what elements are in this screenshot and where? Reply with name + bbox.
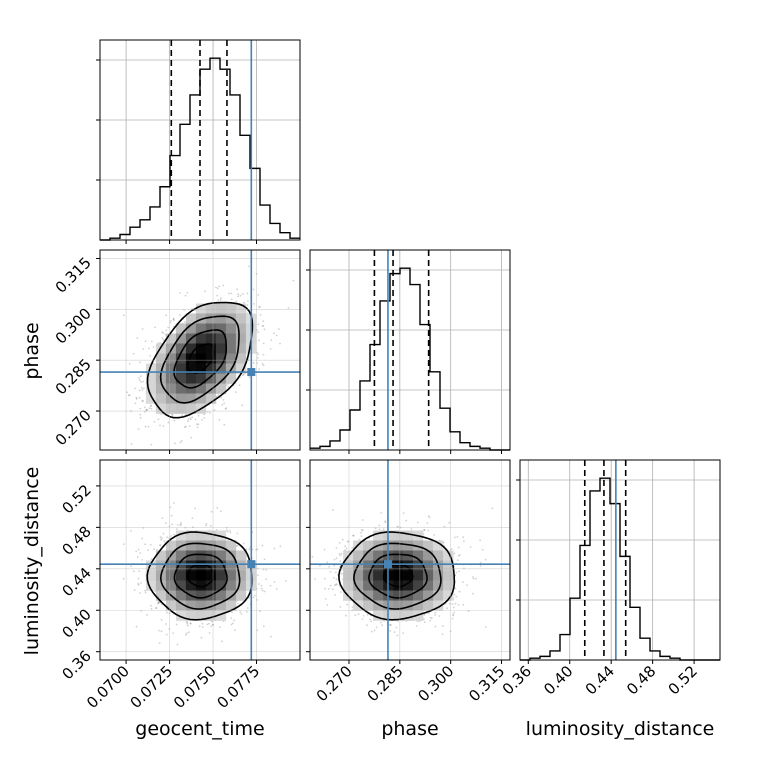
x-tick-label: 0.0750 — [170, 662, 220, 712]
y-tick-label: 0.315 — [52, 254, 95, 297]
y-tick-label: 0.285 — [52, 355, 95, 398]
truth-marker — [383, 560, 392, 569]
histogram-phase — [310, 267, 510, 451]
contour-line — [187, 564, 215, 588]
x-tick-label: 0.40 — [540, 662, 576, 698]
y-tick-label: 0.44 — [58, 564, 94, 600]
joint-panel-geocent-time-luminosity-distance — [100, 460, 300, 660]
x-tick-label: 0.44 — [582, 662, 618, 698]
joint-panel-phase-luminosity-distance — [310, 460, 510, 660]
y-tick-label: 0.52 — [58, 481, 94, 517]
contour-line — [173, 553, 228, 599]
x-tick-label: 0.300 — [414, 662, 457, 705]
y-tick-label: 0.40 — [58, 605, 94, 641]
panel-border — [99, 39, 301, 241]
contour-line — [186, 343, 215, 374]
contour-line — [338, 531, 456, 621]
x-tick-label: 0.0700 — [83, 662, 133, 712]
x-tick-label: 0.0725 — [127, 662, 177, 712]
y-tick-label: 0.300 — [52, 304, 95, 347]
panel-border — [99, 459, 301, 661]
truth-marker — [247, 560, 256, 569]
x-tick-label: 0.48 — [623, 662, 659, 698]
x-tick-label: 0.285 — [364, 662, 407, 705]
x-tick-label: 0.52 — [665, 662, 701, 698]
x-axis-label-geocent-time: geocent_time — [135, 718, 264, 740]
panel-border — [309, 249, 511, 451]
x-tick-label: 0.36 — [499, 662, 535, 698]
contour-line — [159, 315, 240, 404]
contour-line — [353, 542, 442, 610]
y-axis-label-luminosity-distance: luminosity_distance — [21, 467, 43, 656]
x-axis-label-phase: phase — [381, 718, 438, 740]
y-axis-label-phase: phase — [21, 322, 43, 379]
joint-panel-geocent-time-phase — [100, 250, 300, 450]
x-tick-label: 0.0775 — [213, 662, 263, 712]
panel-background — [520, 460, 720, 660]
truth-marker — [247, 368, 256, 377]
contour-line — [368, 553, 428, 599]
contour-line — [173, 329, 227, 389]
panel-border — [519, 459, 721, 661]
histogram-luminosity-distance — [520, 477, 720, 661]
panel-border — [309, 459, 511, 661]
x-tick-label: 0.270 — [313, 662, 356, 705]
contour-line — [159, 542, 241, 610]
x-axis-label-luminosity-distance: luminosity_distance — [526, 718, 715, 740]
panel-border — [99, 249, 301, 451]
y-tick-label: 0.270 — [52, 406, 95, 449]
y-tick-label: 0.36 — [58, 647, 94, 683]
y-tick-label: 0.48 — [58, 522, 94, 558]
